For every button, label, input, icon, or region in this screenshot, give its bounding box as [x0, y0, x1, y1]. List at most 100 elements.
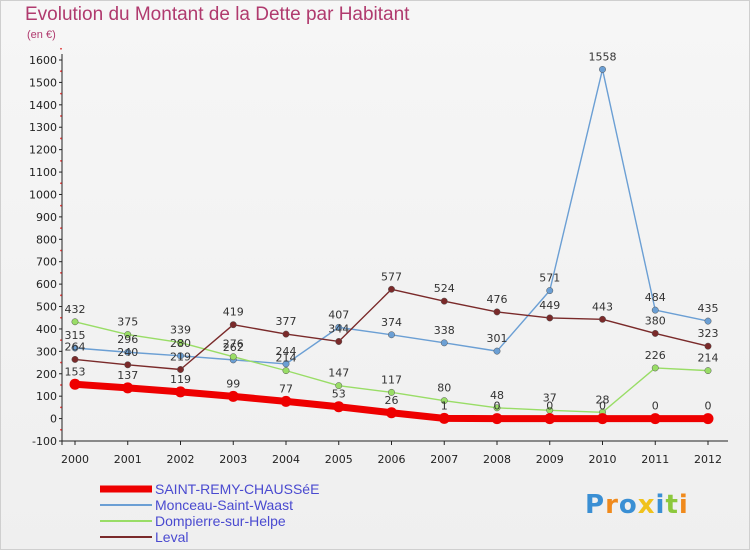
- data-point-0: [280, 395, 292, 407]
- y-minor-tick: [60, 182, 62, 185]
- data-point-2: [124, 331, 132, 338]
- data-label-2: 37: [543, 391, 557, 404]
- y-tick-label: 1200: [29, 144, 57, 157]
- data-label-3: 344: [328, 322, 349, 335]
- data-label-3: 240: [117, 346, 138, 359]
- data-label-1: 571: [539, 272, 560, 285]
- x-tick-label: 2000: [61, 453, 89, 466]
- data-label-3: 443: [592, 300, 613, 313]
- logo-letter: o: [618, 490, 638, 520]
- data-point-0: [69, 378, 81, 390]
- x-tick-label: 2004: [272, 453, 300, 466]
- logo-letter: t: [665, 490, 679, 520]
- data-label-1: 301: [487, 332, 508, 345]
- x-tick-label: 2008: [483, 453, 511, 466]
- data-point-0: [333, 401, 345, 413]
- data-label-2: 80: [437, 382, 451, 395]
- y-tick-label: 200: [36, 368, 57, 381]
- data-point-1: [388, 331, 395, 339]
- data-label-2: 28: [596, 393, 610, 406]
- data-label-3: 219: [170, 351, 191, 364]
- data-label-2: 48: [490, 389, 504, 402]
- data-point-3: [493, 308, 501, 316]
- data-point-1: [493, 347, 501, 355]
- y-minor-tick: [60, 47, 62, 50]
- x-tick-label: 2010: [589, 453, 617, 466]
- y-minor-tick: [60, 316, 62, 319]
- y-minor-tick: [60, 428, 62, 431]
- y-minor-tick: [60, 361, 62, 364]
- data-point-1: [651, 306, 659, 314]
- data-point-0: [491, 413, 503, 425]
- data-label-1: 280: [170, 337, 191, 350]
- data-label-2: 375: [117, 316, 138, 329]
- data-point-2: [440, 397, 448, 405]
- data-label-1: 407: [328, 308, 349, 321]
- legend-label-1: Monceau-Saint-Waast: [155, 497, 293, 513]
- data-label-2: 214: [276, 352, 297, 365]
- data-label-2: 117: [381, 373, 402, 386]
- data-point-2: [177, 339, 184, 347]
- y-tick-label: 1000: [29, 188, 57, 201]
- data-point-2: [282, 367, 290, 375]
- y-tick-label: 100: [36, 390, 57, 403]
- y-tick-label: 1300: [29, 121, 57, 134]
- data-point-2: [493, 404, 501, 412]
- data-label-2: 226: [645, 349, 666, 362]
- data-point-1: [704, 317, 712, 325]
- data-label-0: 119: [170, 373, 191, 386]
- data-point-0: [702, 413, 714, 425]
- data-point-1: [440, 339, 448, 347]
- y-minor-tick: [60, 294, 62, 297]
- data-label-3: 377: [276, 315, 297, 328]
- data-point-1: [599, 65, 606, 73]
- proxiti-logo: Proxiti: [585, 490, 689, 520]
- data-label-2: 276: [223, 338, 244, 351]
- data-point-0: [227, 390, 239, 402]
- logo-letter: r: [605, 490, 619, 520]
- y-minor-tick: [60, 92, 62, 95]
- y-tick-label: 0: [50, 413, 57, 426]
- data-label-3: 476: [487, 293, 508, 306]
- logo-letter: P: [585, 490, 606, 520]
- data-label-2: 214: [698, 352, 719, 365]
- data-label-2: 339: [170, 324, 191, 337]
- data-point-3: [599, 315, 606, 323]
- data-point-1: [177, 352, 184, 360]
- logo-letter: i: [655, 490, 666, 520]
- y-minor-tick: [60, 159, 62, 162]
- data-point-3: [282, 330, 290, 338]
- y-minor-tick: [60, 70, 62, 73]
- data-label-0: 77: [279, 382, 293, 395]
- data-label-3: 419: [223, 306, 244, 319]
- data-label-3: 524: [434, 282, 455, 295]
- data-point-3: [704, 342, 712, 350]
- data-label-0: 0: [494, 400, 501, 413]
- y-minor-tick: [60, 406, 62, 409]
- data-label-0: 99: [226, 377, 240, 390]
- legend-label-3: Leval: [155, 529, 188, 545]
- x-tick-label: 2011: [641, 453, 669, 466]
- data-point-3: [440, 297, 448, 305]
- x-tick-label: 2003: [219, 453, 247, 466]
- data-label-0: 26: [385, 394, 399, 407]
- data-point-1: [124, 348, 132, 356]
- chart-title: Evolution du Montant de la Dette par Hab…: [25, 4, 410, 25]
- data-label-0: 0: [652, 400, 659, 413]
- data-label-0: 53: [332, 388, 346, 401]
- data-point-0: [649, 413, 661, 425]
- y-tick-label: 800: [36, 233, 57, 246]
- data-point-2: [71, 318, 79, 326]
- data-label-3: 264: [65, 340, 86, 353]
- data-label-1: 315: [65, 329, 86, 342]
- y-minor-tick: [60, 384, 62, 386]
- data-label-0: 0: [546, 400, 553, 413]
- data-label-2: 432: [65, 303, 86, 316]
- data-label-2: 147: [328, 367, 349, 380]
- y-minor-tick: [60, 272, 62, 274]
- y-tick-label: 700: [36, 256, 57, 269]
- data-point-3: [229, 321, 237, 329]
- data-point-3: [335, 338, 343, 345]
- x-tick-label: 2002: [167, 453, 195, 466]
